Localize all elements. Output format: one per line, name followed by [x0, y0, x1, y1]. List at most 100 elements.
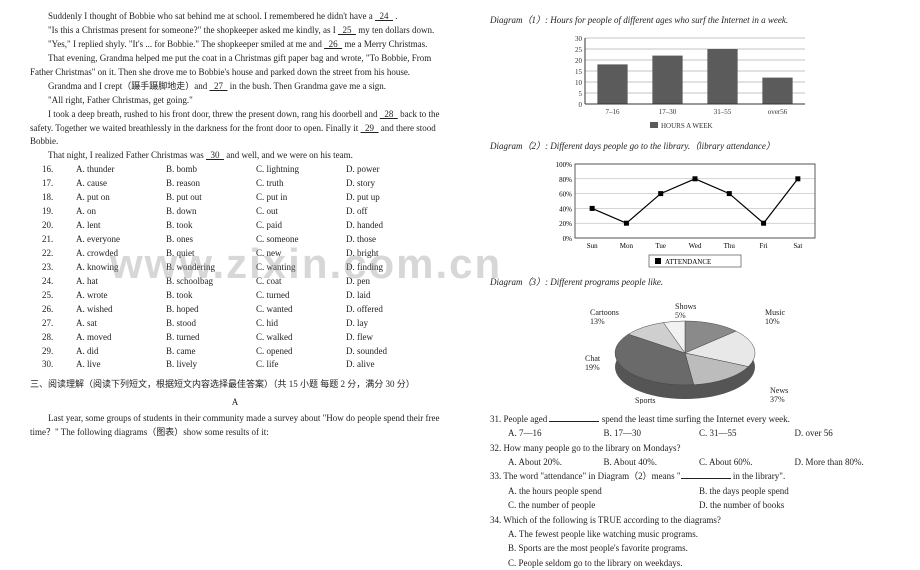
option-a: A. knowing	[76, 261, 166, 275]
question-option-row: A. About 20%.B. About 40%.C. About 60%.D…	[480, 455, 890, 469]
svg-text:20: 20	[575, 57, 583, 65]
question-option-row: C. the number of peopleD. the number of …	[480, 498, 890, 512]
svg-text:80%: 80%	[559, 176, 572, 184]
option-d: D. sounded	[346, 345, 436, 359]
question-text: 32. How many people go to the library on…	[480, 441, 890, 455]
option-row: 18.A. put onB. put outC. put inD. put up	[30, 191, 440, 205]
option-d: D. those	[346, 233, 436, 247]
option-c: C. new	[256, 247, 346, 261]
option-num: 18.	[30, 191, 76, 205]
option-c: C. turned	[256, 289, 346, 303]
options-block: 16.A. thunderB. bombC. lightningD. power…	[30, 163, 440, 372]
option-c: C. truth	[256, 177, 346, 191]
diagram-3-pie-chart: Cartoons13%Chat19%Sports16%News37%Music1…	[545, 294, 825, 404]
svg-text:0: 0	[579, 101, 583, 109]
option-c: C. paid	[256, 219, 346, 233]
svg-text:Music: Music	[765, 308, 785, 317]
svg-text:19%: 19%	[585, 363, 600, 372]
option-d: D. finding	[346, 261, 436, 275]
option-a: A. did	[76, 345, 166, 359]
option-b: B. ones	[166, 233, 256, 247]
option-b: B. bomb	[166, 163, 256, 177]
option-b: B. down	[166, 205, 256, 219]
svg-text:Shows: Shows	[675, 302, 696, 311]
svg-text:15: 15	[575, 68, 583, 76]
option-b: B. came	[166, 345, 256, 359]
passage-line: Suddenly I thought of Bobbie who sat beh…	[30, 10, 440, 24]
option-b: B. stood	[166, 317, 256, 331]
diagram-2-line-chart: 0%20%40%60%80%100%SunMonTueWedThuFriSatA…	[545, 158, 825, 268]
left-column: Suddenly I thought of Bobbie who sat beh…	[0, 0, 460, 570]
option-a: A. crowded	[76, 247, 166, 261]
diagram-1-title: Diagram（1）: Hours for people of differen…	[480, 14, 890, 28]
option-row: 25.A. wroteB. tookC. turnedD. laid	[30, 289, 440, 303]
passage-line: Grandma and I crept（蹑手蹑脚地走）and 27 in the…	[30, 80, 440, 94]
svg-text:HOURS A WEEK: HOURS A WEEK	[661, 122, 713, 130]
svg-text:60%: 60%	[559, 190, 572, 198]
svg-text:Chat: Chat	[585, 354, 601, 363]
svg-text:40%: 40%	[559, 205, 572, 213]
option-row: 23.A. knowingB. wonderingC. wantingD. fi…	[30, 261, 440, 275]
svg-text:30: 30	[575, 35, 583, 43]
option-a: A. thunder	[76, 163, 166, 177]
option-row: 21.A. everyoneB. onesC. someoneD. those	[30, 233, 440, 247]
passage-line: "All right, Father Christmas, get going.…	[30, 94, 440, 108]
option-num: 23.	[30, 261, 76, 275]
option-c: C. wanted	[256, 303, 346, 317]
svg-text:10%: 10%	[765, 317, 780, 326]
right-column: Diagram（1）: Hours for people of differen…	[460, 0, 920, 570]
svg-text:5%: 5%	[675, 311, 686, 320]
option-d: D. handed	[346, 219, 436, 233]
passage-block: Suddenly I thought of Bobbie who sat beh…	[30, 10, 440, 163]
option-a: A. sat	[76, 317, 166, 331]
option-c: C. hid	[256, 317, 346, 331]
svg-text:20%: 20%	[559, 220, 572, 228]
option-a: A. cause	[76, 177, 166, 191]
option-c: C. life	[256, 358, 346, 372]
option-a: A. put on	[76, 191, 166, 205]
option-c: C. lightning	[256, 163, 346, 177]
option-row: 28.A. movedB. turnedC. walkedD. flew	[30, 331, 440, 345]
option-a: A. everyone	[76, 233, 166, 247]
option-num: 22.	[30, 247, 76, 261]
question-option: B. Sports are the most people's favorite…	[480, 541, 890, 555]
svg-text:over56: over56	[768, 108, 788, 116]
passage-line: I took a deep breath, rushed to his fron…	[30, 108, 440, 150]
passage-a-label: A	[30, 396, 440, 410]
option-b: B. took	[166, 219, 256, 233]
passage-line: "Yes," I replied shyly. "It's ... for Bo…	[30, 38, 440, 52]
option-num: 19.	[30, 205, 76, 219]
option-row: 27.A. satB. stoodC. hidD. lay	[30, 317, 440, 331]
diagram-3-title: Diagram（3）: Different programs people li…	[480, 276, 890, 290]
question-text: 31. People aged spend the least time sur…	[480, 412, 890, 426]
option-d: D. put up	[346, 191, 436, 205]
option-b: B. lively	[166, 358, 256, 372]
svg-text:37%: 37%	[770, 395, 785, 404]
svg-text:Sat: Sat	[793, 242, 802, 250]
option-num: 30.	[30, 358, 76, 372]
option-c: C. out	[256, 205, 346, 219]
option-b: B. schoolbag	[166, 275, 256, 289]
option-d: D. story	[346, 177, 436, 191]
option-a: A. wished	[76, 303, 166, 317]
svg-text:Wed: Wed	[689, 242, 702, 250]
option-b: B. turned	[166, 331, 256, 345]
option-row: 19.A. onB. downC. outD. off	[30, 205, 440, 219]
option-b: B. hoped	[166, 303, 256, 317]
diagram-2-title: Diagram（2）: Different days people go to …	[480, 140, 890, 154]
option-num: 16.	[30, 163, 76, 177]
option-a: A. hat	[76, 275, 166, 289]
option-num: 28.	[30, 331, 76, 345]
passage-a-intro: Last year, some groups of students in th…	[30, 412, 440, 440]
option-num: 25.	[30, 289, 76, 303]
option-d: D. offered	[346, 303, 436, 317]
option-num: 21.	[30, 233, 76, 247]
option-d: D. power	[346, 163, 436, 177]
svg-text:5: 5	[579, 90, 583, 98]
option-row: 29.A. didB. cameC. openedD. sounded	[30, 345, 440, 359]
svg-text:25: 25	[575, 46, 583, 54]
option-b: B. took	[166, 289, 256, 303]
option-num: 27.	[30, 317, 76, 331]
svg-text:100%: 100%	[556, 161, 573, 169]
option-c: C. coat	[256, 275, 346, 289]
